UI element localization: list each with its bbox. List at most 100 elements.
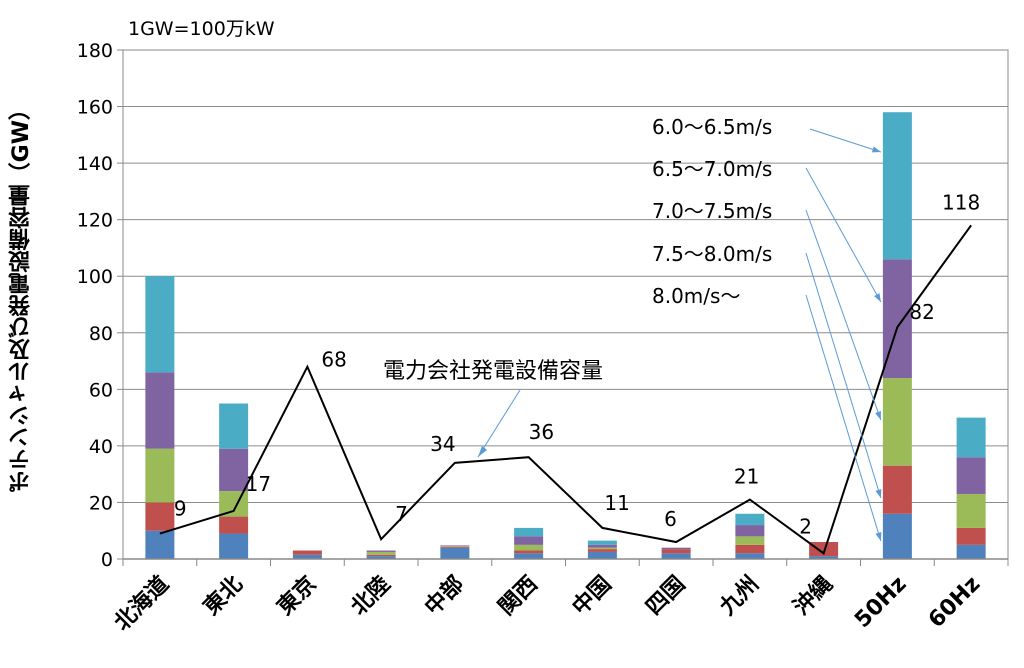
bar-segment <box>735 525 765 537</box>
y-tick-label: 40 <box>89 436 113 458</box>
bar-segment <box>956 527 986 545</box>
bar-segment <box>514 550 544 554</box>
bar-segment <box>882 378 912 466</box>
x-tick-label: 東京 <box>272 571 322 621</box>
bar-segment <box>735 536 765 545</box>
bar-segment <box>440 545 470 547</box>
bar-segment <box>514 536 544 545</box>
bar-segment <box>145 530 175 559</box>
bar-segment <box>219 491 249 517</box>
bar-segment <box>440 546 470 547</box>
x-tick-label: 50Hz <box>850 572 911 633</box>
line-data-label: 34 <box>430 432 455 456</box>
annotation-arrow <box>477 389 521 458</box>
series-label-arrow <box>805 167 882 303</box>
bar-segment <box>587 547 617 550</box>
series-label: 6.0〜6.5m/s <box>652 115 772 139</box>
bar-segment <box>219 403 249 449</box>
bar-segment <box>145 276 175 373</box>
line-data-label: 68 <box>321 348 346 372</box>
x-tick-label: 北海道 <box>109 571 174 636</box>
series-label-arrowhead <box>875 532 882 541</box>
y-tick-label: 140 <box>77 153 113 175</box>
bar-segment <box>587 540 617 545</box>
bar-segment <box>514 544 544 551</box>
x-tick-label: 中部 <box>420 571 470 621</box>
x-tick-label: 九州 <box>715 572 765 622</box>
bar-segment <box>219 516 249 534</box>
series-label-arrow <box>805 294 882 542</box>
bar-segment <box>882 112 912 260</box>
line-annotation: 電力会社発電設備容量 <box>383 359 603 384</box>
x-tick-label: 東北 <box>199 572 248 621</box>
y-tick-label: 100 <box>77 266 113 288</box>
series-label-arrow <box>805 209 882 421</box>
bar-segment <box>956 417 986 458</box>
y-tick-label: 60 <box>89 379 113 401</box>
bar-segment <box>366 556 396 559</box>
bar-segment <box>661 547 691 550</box>
bar-segment <box>809 542 839 557</box>
bar-segment <box>366 554 396 557</box>
bar-segment <box>882 513 912 559</box>
y-tick-label: 160 <box>77 97 113 119</box>
series-label: 6.5〜7.0m/s <box>652 157 772 181</box>
line-data-label: 82 <box>909 300 934 324</box>
bar-segment <box>145 448 175 503</box>
line-data-label: 21 <box>734 465 759 489</box>
line-data-label: 6 <box>664 507 677 531</box>
line-data-label: 11 <box>604 491 629 515</box>
x-tick-label: 四国 <box>642 572 691 621</box>
bar-segment <box>661 553 691 559</box>
bar-segment <box>809 556 839 559</box>
bar-segment <box>956 493 986 528</box>
series-label: 7.0〜7.5m/s <box>652 199 772 223</box>
bar-segment <box>956 544 986 559</box>
bar-segment <box>292 554 322 559</box>
x-tick-label: 中国 <box>568 572 617 621</box>
y-tick-label: 80 <box>89 323 113 345</box>
y-tick-label: 180 <box>77 40 113 62</box>
series-label-arrowhead <box>875 411 881 420</box>
capacity-line <box>159 224 972 555</box>
bar-segment <box>366 551 396 555</box>
bar-segment <box>145 372 175 449</box>
line-data-label: 36 <box>529 420 554 444</box>
line-data-label: 17 <box>246 472 271 496</box>
x-tick-label: 関西 <box>494 572 543 621</box>
line-data-label: 2 <box>799 514 812 538</box>
bar-segment <box>735 513 765 526</box>
bar-segment <box>587 549 617 552</box>
y-tick-label: 120 <box>77 210 113 232</box>
unit-note: 1GW=100万kW <box>128 18 275 40</box>
bar-segment <box>219 533 249 559</box>
x-tick-label: 60Hz <box>924 572 985 633</box>
bar-segment <box>514 553 544 559</box>
y-tick-label: 0 <box>101 549 113 571</box>
line-data-label: 7 <box>395 502 408 526</box>
series-label-arrow <box>805 252 882 499</box>
bar-segment <box>145 502 175 531</box>
bar-segment <box>366 550 396 552</box>
series-label-arrowhead <box>875 489 882 498</box>
bar-segment <box>956 457 986 494</box>
bar-segment <box>440 547 470 559</box>
bar-segment <box>292 550 322 555</box>
x-tick-label: 北陸 <box>346 571 396 621</box>
series-label: 8.0m/s〜 <box>652 284 740 308</box>
series-label: 7.5〜8.0m/s <box>652 242 772 266</box>
y-tick-label: 20 <box>89 492 113 514</box>
line-data-label: 9 <box>174 497 187 521</box>
series-label-arrow <box>809 128 882 153</box>
bar-segment <box>514 527 544 537</box>
bar-segment <box>735 544 765 554</box>
bar-segment <box>587 544 617 548</box>
bar-segment <box>661 549 691 554</box>
bar-segment <box>735 553 765 559</box>
bar-segment <box>587 551 617 559</box>
series-label-arrowhead <box>871 146 881 153</box>
bar-segment <box>219 448 249 492</box>
x-tick-label: 沖縄 <box>789 572 838 621</box>
bar-segment <box>440 546 470 548</box>
annotation-arrowhead <box>478 446 487 457</box>
